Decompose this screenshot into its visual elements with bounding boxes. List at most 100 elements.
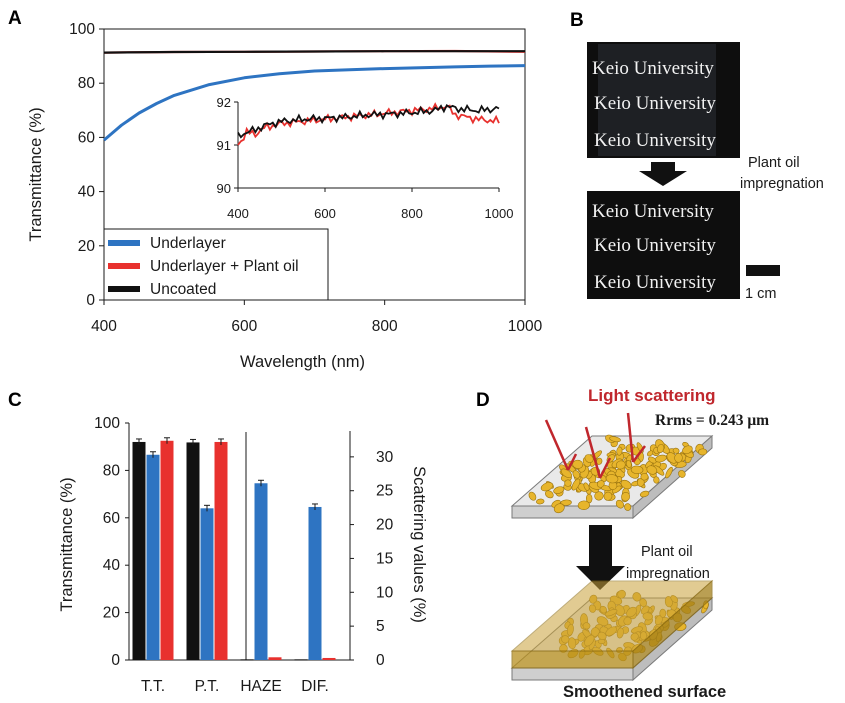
panel-a-line-chart: 0 20 40 60 80 100 400 600 800 1000 Wavelength (nm)… bbox=[27, 21, 543, 371]
down-arrow-b bbox=[639, 162, 687, 186]
photo-before-text-2: Keio University bbox=[594, 93, 716, 114]
c-y2-tick-label: 5 bbox=[376, 618, 385, 635]
particle bbox=[615, 499, 624, 509]
oil-layer-side bbox=[632, 579, 713, 670]
panel-d-arrow-label-1: Plant oil bbox=[641, 544, 693, 560]
bar-uncoated bbox=[240, 659, 254, 661]
inset-y-tick-label: 92 bbox=[217, 95, 231, 110]
particle bbox=[656, 444, 665, 454]
photo-after-background bbox=[587, 191, 740, 299]
particle bbox=[553, 503, 565, 514]
particle bbox=[560, 468, 572, 478]
photo-after-text-2: Keio University bbox=[594, 235, 716, 256]
bar-underlayer bbox=[308, 506, 322, 660]
incident-arrow-3 bbox=[626, 412, 635, 463]
rrms-label: Rrms = 0.243 μm bbox=[655, 412, 769, 429]
particle bbox=[605, 474, 619, 484]
particle bbox=[596, 457, 603, 465]
c-y-tick-label: 20 bbox=[103, 605, 121, 622]
particle-cluster bbox=[528, 434, 708, 514]
y-tick-label: 100 bbox=[69, 21, 95, 38]
particle bbox=[596, 480, 605, 488]
particle bbox=[564, 479, 572, 487]
particle bbox=[572, 470, 581, 479]
c-y-tick-label: 80 bbox=[103, 462, 121, 479]
x-tick-label: 600 bbox=[231, 318, 257, 335]
coated-film-region bbox=[598, 44, 716, 156]
x-axis-label-a: Wavelength (nm) bbox=[240, 353, 365, 371]
substrate-front bbox=[511, 505, 634, 519]
bar-plant-oil bbox=[160, 440, 174, 660]
particle bbox=[678, 470, 686, 478]
particle bbox=[674, 453, 683, 463]
particle bbox=[626, 460, 632, 468]
particle bbox=[648, 456, 657, 464]
panel-c-bar-chart: 0 20 40 60 80 100 0 5 10 15 20 25 30 Transmittance (%… bbox=[58, 415, 428, 695]
inset-x-tick-label: 400 bbox=[227, 206, 249, 221]
bar-plant-oil bbox=[214, 441, 228, 660]
inset-x-tick-label: 1000 bbox=[485, 206, 514, 221]
scatter-arrow-2 bbox=[598, 457, 612, 479]
c-y2-tick-label: 0 bbox=[376, 652, 385, 669]
bar-plant-oil bbox=[322, 657, 336, 660]
particle bbox=[630, 465, 644, 475]
x-tick-label: 800 bbox=[372, 318, 398, 335]
particle bbox=[653, 476, 660, 484]
oil-layer-front bbox=[511, 650, 634, 669]
particle bbox=[653, 465, 665, 476]
scale-bar bbox=[746, 265, 780, 276]
particle bbox=[571, 478, 581, 491]
particle bbox=[620, 479, 632, 490]
particle bbox=[655, 454, 667, 463]
particle bbox=[647, 450, 654, 457]
particle bbox=[583, 482, 590, 491]
photo-after-text-3: Keio University bbox=[594, 272, 716, 293]
y-tick-label: 0 bbox=[86, 292, 95, 309]
c-y2-axis-label: Scattering values (%) bbox=[410, 466, 428, 623]
panel-a-inset-chart: 90 91 92 400 600 800 1000 bbox=[217, 95, 514, 221]
series-line-underlayer bbox=[103, 64, 526, 142]
particle bbox=[672, 447, 680, 454]
c-y2-tick-label: 30 bbox=[376, 449, 394, 466]
photo-before-text-1: Keio University bbox=[592, 58, 714, 79]
bar-plant-oil bbox=[268, 657, 282, 660]
scatter-arrow-1 bbox=[566, 453, 578, 471]
inset-x-tick-label: 600 bbox=[314, 206, 336, 221]
light-scattering-label: Light scattering bbox=[588, 386, 716, 405]
c-category-label: P.T. bbox=[195, 678, 220, 695]
y-tick-label: 40 bbox=[78, 184, 96, 201]
bar-underlayer bbox=[146, 454, 160, 660]
particle bbox=[682, 445, 693, 455]
bar-uncoated bbox=[186, 442, 200, 660]
y-axis-label-a: Transmittance (%) bbox=[27, 107, 45, 241]
legend-label-plant-oil: Underlayer + Plant oil bbox=[150, 258, 299, 275]
c-y2-tick-label: 25 bbox=[376, 483, 393, 500]
particle bbox=[572, 459, 584, 469]
particle bbox=[528, 491, 537, 501]
substrate2-front bbox=[511, 667, 634, 681]
particle bbox=[639, 490, 650, 498]
inset-y-tick-label: 90 bbox=[217, 181, 231, 196]
c-y-tick-label: 100 bbox=[94, 415, 120, 432]
photo-after: Keio University Keio University Keio Uni… bbox=[587, 191, 740, 299]
panel-b-arrow-label-1: Plant oil bbox=[748, 155, 800, 171]
panel-letter-b: B bbox=[570, 10, 584, 31]
bar-uncoated bbox=[132, 441, 146, 660]
bar-uncoated bbox=[294, 659, 308, 661]
panel-letter-d: D bbox=[476, 390, 490, 411]
photo-before: Keio University Keio University Keio Uni… bbox=[587, 42, 740, 158]
scale-bar-label: 1 cm bbox=[745, 286, 776, 302]
rough-surface-illustration bbox=[510, 434, 714, 520]
panel-a-legend: Underlayer Underlayer + Plant oil Uncoat… bbox=[103, 228, 329, 301]
panel-b-arrow-label-2: impregnation bbox=[740, 176, 824, 192]
bar-underlayer bbox=[200, 508, 214, 660]
y-tick-label: 20 bbox=[78, 238, 96, 255]
particle bbox=[609, 436, 621, 443]
light-arrows bbox=[544, 412, 646, 479]
particle bbox=[646, 465, 658, 475]
incident-arrow-2 bbox=[584, 426, 602, 479]
c-category-label: DIF. bbox=[301, 678, 329, 695]
particle bbox=[697, 448, 708, 456]
panel-letter-a: A bbox=[8, 8, 22, 29]
inset-y-tick-label: 91 bbox=[217, 138, 231, 153]
